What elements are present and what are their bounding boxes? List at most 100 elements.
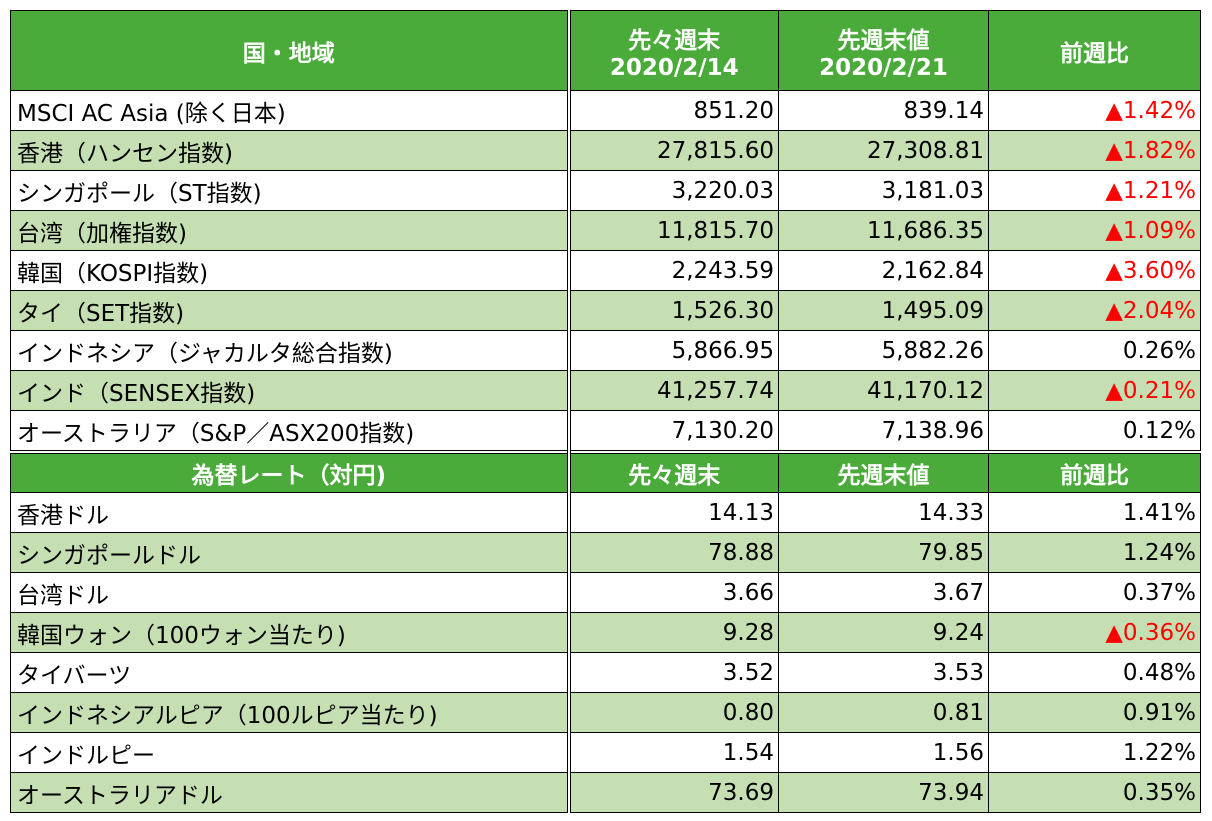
value-cell: 7,138.96 — [778, 410, 989, 453]
value-cell: 0.37% — [988, 572, 1201, 613]
data-row: 香港（ハンセン指数) 27,815.60 27,308.81 ▲1.82% — [10, 130, 1201, 171]
data-row: 台湾ドル 3.66 3.67 0.37% — [10, 572, 1201, 613]
header-cell: 為替レート（対円) — [10, 450, 571, 493]
value-cell: 2,162.84 — [778, 250, 989, 291]
data-row: シンガポール（ST指数) 3,220.03 3,181.03 ▲1.21% — [10, 170, 1201, 211]
value-cell: 78.88 — [568, 532, 779, 573]
value-cell: 14.33 — [778, 492, 989, 533]
value-cell: 1.24% — [988, 532, 1201, 573]
row-label: インドルピー — [10, 732, 571, 773]
header-cell: 先々週末 — [568, 450, 779, 493]
row-label: MSCI AC Asia (除く日本) — [10, 90, 571, 131]
value-cell: 5,882.26 — [778, 330, 989, 371]
data-row: シンガポールドル 78.88 79.85 1.24% — [10, 532, 1201, 573]
value-cell: 1.54 — [568, 732, 779, 773]
value-cell: 5,866.95 — [568, 330, 779, 371]
row-label: インドネシアルピア（100ルピア当たり) — [10, 692, 571, 733]
value-cell: 0.80 — [568, 692, 779, 733]
value-cell: 851.20 — [568, 90, 779, 131]
value-cell: ▲1.21% — [988, 170, 1201, 211]
value-cell: 41,257.74 — [568, 370, 779, 411]
header-cell: 国・地域 — [10, 10, 571, 91]
value-cell: 0.48% — [988, 652, 1201, 693]
value-cell: 3.67 — [778, 572, 989, 613]
value-cell: 0.12% — [988, 410, 1201, 453]
row-label: シンガポール（ST指数) — [10, 170, 571, 211]
row-label: 香港ドル — [10, 492, 571, 533]
value-cell: 1,495.09 — [778, 290, 989, 331]
value-cell: ▲1.82% — [988, 130, 1201, 171]
value-cell: ▲2.04% — [988, 290, 1201, 331]
value-cell: ▲1.42% — [988, 90, 1201, 131]
market-table: 国・地域 先々週末 2020/2/14 先週末値 2020/2/21 前週比 MSCI AC… — [10, 10, 1201, 813]
value-cell: 3.53 — [778, 652, 989, 693]
header-line: 2020/2/14 — [609, 54, 739, 81]
value-cell: 2,243.59 — [568, 250, 779, 291]
value-cell: 839.14 — [778, 90, 989, 131]
value-cell: ▲3.60% — [988, 250, 1201, 291]
value-cell: 0.91% — [988, 692, 1201, 733]
row-label: オーストラリアドル — [10, 772, 571, 813]
value-cell: ▲1.09% — [988, 210, 1201, 251]
header-line: 先々週末 — [628, 27, 721, 54]
value-cell: 27,815.60 — [568, 130, 779, 171]
row-label: 台湾ドル — [10, 572, 571, 613]
value-cell: 9.24 — [778, 612, 989, 653]
header-cell: 先々週末 2020/2/14 — [568, 10, 779, 91]
value-cell: 11,686.35 — [778, 210, 989, 251]
value-cell: 41,170.12 — [778, 370, 989, 411]
value-cell: 1.41% — [988, 492, 1201, 533]
header-line: 2020/2/21 — [819, 54, 948, 81]
data-row: 韓国ウォン（100ウォン当たり) 9.28 9.24 ▲0.36% — [10, 612, 1201, 653]
data-row: 台湾（加権指数) 11,815.70 11,686.35 ▲1.09% — [10, 210, 1201, 251]
value-cell: 27,308.81 — [778, 130, 989, 171]
row-label: シンガポールドル — [10, 532, 571, 573]
row-label: インドネシア（ジャカルタ総合指数) — [10, 330, 571, 371]
data-row: インドネシアルピア（100ルピア当たり) 0.80 0.81 0.91% — [10, 692, 1201, 733]
row-label: タイバーツ — [10, 652, 571, 693]
header-row: 為替レート（対円) 先々週末 先週末値 前週比 — [10, 450, 1201, 493]
value-cell: 1.56 — [778, 732, 989, 773]
data-row: インド（SENSEX指数) 41,257.74 41,170.12 ▲0.21% — [10, 370, 1201, 411]
value-cell: 9.28 — [568, 612, 779, 653]
value-cell: ▲0.21% — [988, 370, 1201, 411]
value-cell: 0.26% — [988, 330, 1201, 371]
row-label: 香港（ハンセン指数) — [10, 130, 571, 171]
header-line: 先週末値 — [837, 27, 930, 54]
value-cell: 14.13 — [568, 492, 779, 533]
header-cell: 前週比 — [988, 10, 1201, 91]
data-row: インドネシア（ジャカルタ総合指数) 5,866.95 5,882.26 0.26% — [10, 330, 1201, 371]
value-cell: 73.69 — [568, 772, 779, 813]
data-row: 韓国（KOSPI指数) 2,243.59 2,162.84 ▲3.60% — [10, 250, 1201, 291]
row-label: インド（SENSEX指数) — [10, 370, 571, 411]
value-cell: 11,815.70 — [568, 210, 779, 251]
value-cell: 1.22% — [988, 732, 1201, 773]
header-cell: 先週末値 2020/2/21 — [778, 10, 989, 91]
value-cell: 7,130.20 — [568, 410, 779, 453]
row-label: タイ（SET指数) — [10, 290, 571, 331]
value-cell: ▲0.36% — [988, 612, 1201, 653]
row-label: 韓国（KOSPI指数) — [10, 250, 571, 291]
value-cell: 3.66 — [568, 572, 779, 613]
data-row: タイバーツ 3.52 3.53 0.48% — [10, 652, 1201, 693]
value-cell: 73.94 — [778, 772, 989, 813]
header-cell: 先週末値 — [778, 450, 989, 493]
value-cell: 0.81 — [778, 692, 989, 733]
value-cell: 3,181.03 — [778, 170, 989, 211]
data-row: オーストラリアドル 73.69 73.94 0.35% — [10, 772, 1201, 813]
data-row: 香港ドル 14.13 14.33 1.41% — [10, 492, 1201, 533]
data-row: MSCI AC Asia (除く日本) 851.20 839.14 ▲1.42% — [10, 90, 1201, 131]
value-cell: 0.35% — [988, 772, 1201, 813]
row-label: オーストラリア（S&P／ASX200指数) — [10, 410, 571, 453]
row-label: 台湾（加権指数) — [10, 210, 571, 251]
header-cell: 前週比 — [988, 450, 1201, 493]
value-cell: 3,220.03 — [568, 170, 779, 211]
table-body: 国・地域 先々週末 2020/2/14 先週末値 2020/2/21 前週比 MSCI AC… — [10, 10, 1201, 813]
row-label: 韓国ウォン（100ウォン当たり) — [10, 612, 571, 653]
header-row: 国・地域 先々週末 2020/2/14 先週末値 2020/2/21 前週比 — [10, 10, 1201, 91]
data-row: オーストラリア（S&P／ASX200指数) 7,130.20 7,138.96 0.1… — [10, 410, 1201, 453]
value-cell: 3.52 — [568, 652, 779, 693]
value-cell: 79.85 — [778, 532, 989, 573]
data-row: インドルピー 1.54 1.56 1.22% — [10, 732, 1201, 773]
